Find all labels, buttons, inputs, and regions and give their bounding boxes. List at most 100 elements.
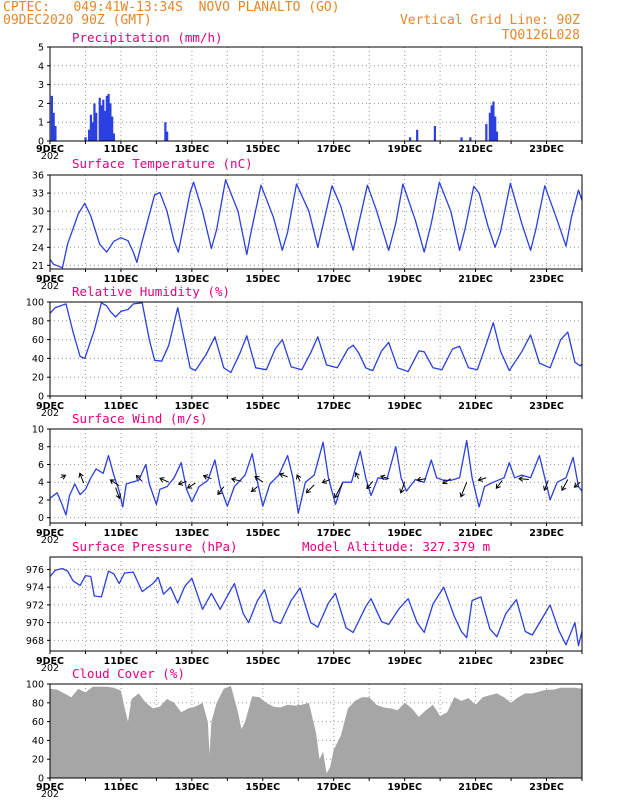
x-tick-label: 23DEC xyxy=(529,274,564,285)
y-tick-label: 40 xyxy=(32,354,44,365)
cloud-cover-area xyxy=(50,685,582,778)
x-tick-label: 11DEC xyxy=(104,401,139,412)
x-tick-label: 11DEC xyxy=(104,274,139,285)
precip-bar xyxy=(490,105,493,141)
panel-title: Surface Wind (m/s) xyxy=(72,411,207,426)
x-tick-label: 9DEC xyxy=(36,401,64,412)
x-tick-label: 17DEC xyxy=(316,274,351,285)
plot-area xyxy=(50,94,499,141)
precip-bar xyxy=(93,103,96,141)
panel-pressure: 968 970 972 974 976 9DEC 11DEC 13DEC 15DEC 17DEC 1… xyxy=(26,539,583,674)
y-tick-label: 3 xyxy=(38,80,44,91)
wind-vector-arrow xyxy=(561,479,569,492)
precip-bar xyxy=(495,131,499,141)
x-year-stub: 202 xyxy=(41,151,59,162)
plot-frame xyxy=(49,46,583,142)
y-tick-label: 100 xyxy=(26,680,44,691)
x-tick-label: 11DEC xyxy=(104,528,139,539)
panel-title: Precipitation (mm/h) xyxy=(72,30,223,45)
panel-temperature: 21 24 27 30 33 36 9DEC 11DEC 13DEC 15DEC 17DEC 19DE… xyxy=(32,156,583,292)
precip-bar xyxy=(485,124,488,141)
y-tick-label: 40 xyxy=(32,736,44,747)
y-tick-label: 4 xyxy=(38,61,44,72)
plot-area xyxy=(50,179,582,269)
wind-vector-arrow xyxy=(217,486,225,496)
precip-bar xyxy=(105,95,108,141)
wind-vector-arrow xyxy=(495,480,503,489)
precip-bar xyxy=(166,131,169,141)
x-tick-label: 19DEC xyxy=(387,528,422,539)
wind-vector-arrow xyxy=(459,482,468,498)
series-line xyxy=(50,302,582,374)
wind-vector-arrow xyxy=(334,482,344,499)
x-tick-label: 19DEC xyxy=(387,782,422,793)
x-tick-label: 21DEC xyxy=(458,401,493,412)
wind-vector-arrow xyxy=(380,474,389,481)
x-tick-label: 13DEC xyxy=(175,782,210,793)
wind-vector-arrow xyxy=(135,474,143,482)
precip-bar xyxy=(84,137,87,141)
precip-bar xyxy=(52,112,55,141)
x-tick-label: 15DEC xyxy=(246,782,281,793)
series-line xyxy=(50,179,582,269)
precip-bar xyxy=(469,137,472,141)
x-tick-label: 23DEC xyxy=(529,401,564,412)
y-tick-label: 0 xyxy=(38,513,44,524)
y-tick-label: 4 xyxy=(38,478,44,489)
precip-bar xyxy=(103,110,107,141)
y-tick-label: 60 xyxy=(32,717,44,728)
x-year-stub: 202 xyxy=(41,408,59,419)
y-tick-label: 972 xyxy=(26,600,44,611)
plot-frame xyxy=(49,428,583,524)
precip-bar xyxy=(100,105,103,141)
wind-vector-arrow xyxy=(177,480,187,486)
y-tick-label: 968 xyxy=(26,636,44,647)
y-tick-label: 100 xyxy=(26,298,44,309)
plot-border xyxy=(49,556,583,652)
y-tick-label: 27 xyxy=(32,225,44,236)
x-tick-label: 11DEC xyxy=(104,656,139,667)
x-year-stub: 202 xyxy=(41,789,59,800)
y-tick-label: 970 xyxy=(26,618,44,629)
x-tick-label: 21DEC xyxy=(458,782,493,793)
x-tick-label: 15DEC xyxy=(246,144,281,155)
x-tick-label: 17DEC xyxy=(316,528,351,539)
plot-frame xyxy=(49,301,583,397)
x-tick-label: 23DEC xyxy=(529,782,564,793)
panel-title: Relative Humidity (%) xyxy=(72,284,230,299)
precip-bar xyxy=(112,133,116,141)
x-tick-label: 15DEC xyxy=(246,274,281,285)
x-tick-label: 23DEC xyxy=(529,528,564,539)
x-year-stub: 202 xyxy=(41,281,59,292)
y-tick-label: 24 xyxy=(32,243,44,254)
y-tick-label: 8 xyxy=(38,442,44,453)
plot-border xyxy=(49,301,583,397)
panel-humidity: 0 20 40 60 80 100 9DEC 11DEC 13DEC 15DEC 17DEC 19DE… xyxy=(26,284,583,419)
wind-vector-arrow xyxy=(518,476,529,482)
precip-bar xyxy=(98,97,101,141)
y-tick-label: 60 xyxy=(32,335,44,346)
header-run-date: 09DEC2020 90Z (GMT) xyxy=(3,13,152,28)
precip-bar xyxy=(111,116,114,141)
panel-title: Surface Temperature (nC) xyxy=(72,156,253,171)
plot-border xyxy=(49,46,583,142)
x-tick-label: 15DEC xyxy=(246,401,281,412)
x-tick-label: 9DEC xyxy=(36,274,64,285)
precip-bar xyxy=(89,114,92,141)
wind-vector-arrow xyxy=(366,481,374,490)
x-tick-label: 9DEC xyxy=(36,144,64,155)
plot-frame xyxy=(49,556,583,652)
header-station: CPTEC: 049:41W-13:34S NOVO PLANALTO (GO) xyxy=(3,0,340,15)
plot-area xyxy=(50,567,582,647)
x-tick-label: 15DEC xyxy=(246,656,281,667)
panel-cloud-cover: 0 20 40 60 80 100 9DEC 11DEC 13DEC 15DEC 17DEC 19DE… xyxy=(26,666,583,800)
precip-bar xyxy=(488,112,491,141)
y-tick-label: 2 xyxy=(38,495,44,506)
plot-area xyxy=(50,302,582,374)
panel-title: Cloud Cover (%) xyxy=(72,666,185,681)
y-tick-label: 0 xyxy=(38,774,44,785)
y-tick-label: 80 xyxy=(32,316,44,327)
series-line xyxy=(50,567,582,647)
wind-vector-arrow xyxy=(159,477,170,483)
